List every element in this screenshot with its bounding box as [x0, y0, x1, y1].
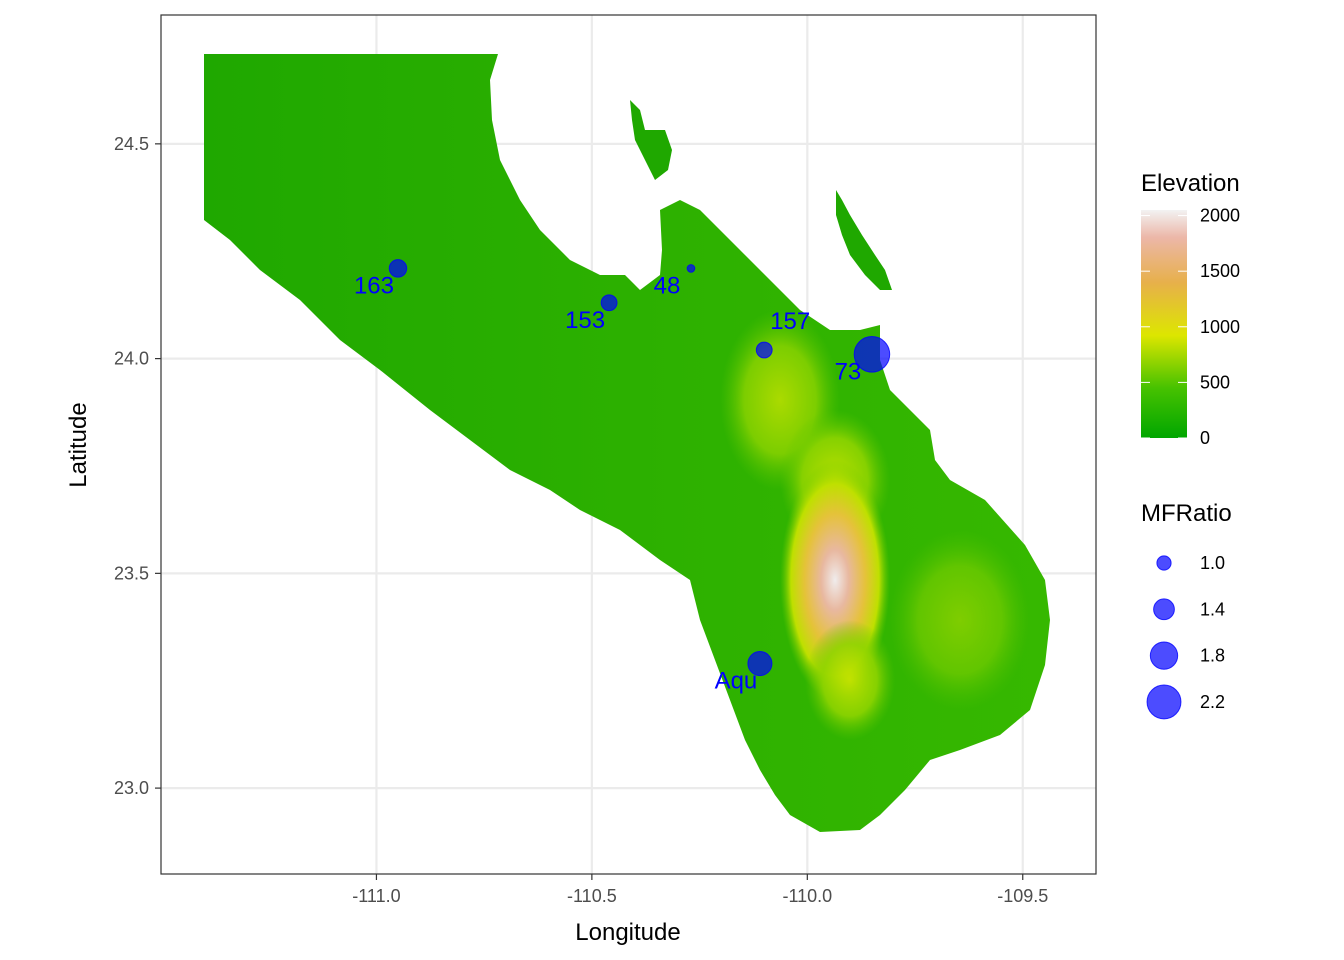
elevation-break-label: 2000 [1200, 206, 1240, 226]
site-label-153: 153 [565, 307, 605, 334]
island-espiritu-santo [836, 190, 892, 290]
elevation-break-label: 1000 [1200, 317, 1240, 337]
site-label-73: 73 [835, 358, 862, 385]
mfratio-legend: MFRatio 1.0 1.4 1.8 2.2 [1141, 500, 1232, 720]
sample-points [388, 259, 891, 677]
x-axis-title: Longitude [575, 919, 680, 946]
y-tick-label: 23.0 [114, 778, 149, 798]
site-point-153 [600, 294, 618, 312]
mfratio-key-label: 1.4 [1200, 599, 1225, 619]
sample-labels: 163 153 48 157 73 Aqu [354, 272, 861, 694]
site-point-73 [853, 336, 891, 373]
elevation-break-label: 500 [1200, 372, 1230, 392]
site-point-48 [686, 264, 696, 273]
x-tick-label: -110.0 [782, 886, 832, 906]
mfratio-key-point [1146, 684, 1182, 720]
mfratio-key-point [1156, 555, 1172, 571]
mfratio-key-label: 2.2 [1200, 692, 1225, 712]
site-label-48: 48 [654, 272, 681, 299]
island-san-jose [630, 100, 672, 180]
elevation-legend-title: Elevation [1141, 170, 1240, 197]
site-label-157: 157 [770, 308, 810, 335]
x-tick-label: -110.5 [567, 886, 617, 906]
east-hills [890, 530, 1030, 710]
mfratio-legend-title: MFRatio [1141, 500, 1232, 527]
elevation-legend: Elevation 0 500 1000 1500 2000 [1141, 170, 1240, 448]
site-point-163 [388, 259, 408, 278]
mfratio-key-label: 1.0 [1200, 553, 1225, 573]
x-tick-label: -111.0 [352, 886, 400, 906]
y-axis: 23.0 23.5 24.0 24.5 [114, 134, 161, 798]
x-tick-label: -109.5 [997, 886, 1048, 906]
elevation-colorbar [1141, 210, 1187, 438]
site-point-Aqu [747, 651, 773, 677]
mfratio-key-point [1153, 598, 1175, 621]
elevation-raster [204, 54, 1050, 832]
elevation-break-label: 1500 [1200, 261, 1240, 281]
mfratio-key-point [1149, 641, 1179, 670]
x-axis: -111.0 -110.5 -110.0 -109.5 [352, 874, 1048, 906]
elevation-break-label: 0 [1200, 428, 1210, 448]
mfratio-key-label: 1.8 [1200, 646, 1225, 666]
site-point-157 [755, 341, 773, 359]
y-tick-label: 23.5 [114, 563, 149, 583]
y-tick-label: 24.0 [114, 349, 149, 369]
y-tick-label: 24.5 [114, 134, 149, 154]
plot-border [160, 14, 1097, 875]
y-axis-title: Latitude [65, 402, 92, 487]
site-label-Aqu: Aqu [715, 668, 758, 695]
sierra-south [805, 620, 895, 740]
site-label-163: 163 [354, 272, 394, 299]
